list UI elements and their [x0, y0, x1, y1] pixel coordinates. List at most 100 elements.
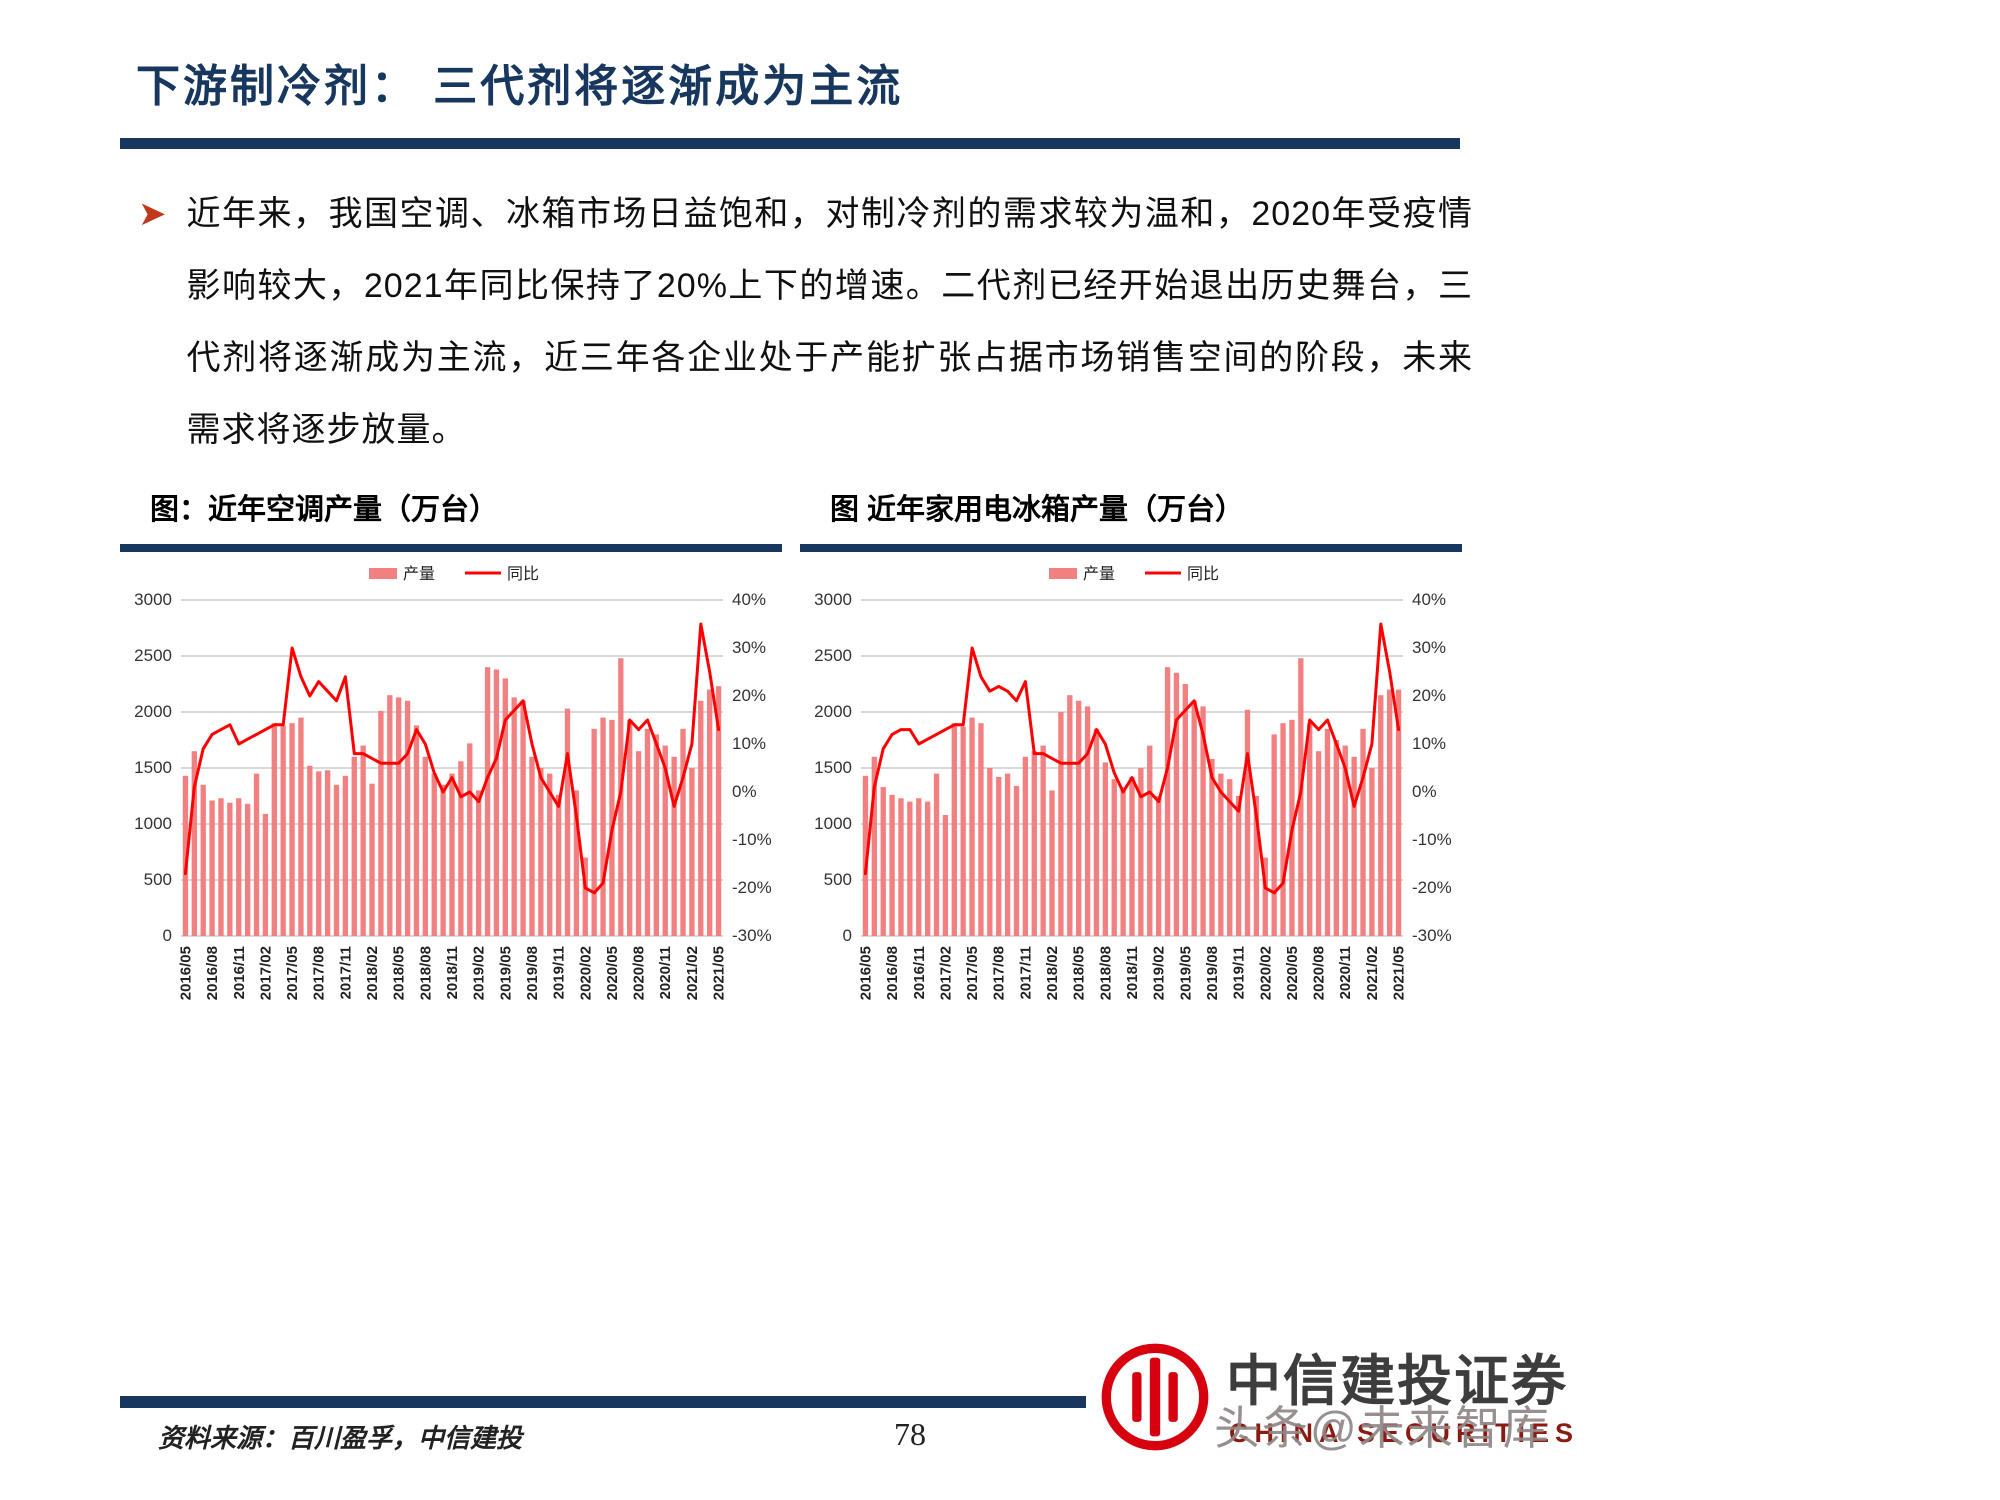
svg-text:2021/05: 2021/05 — [711, 946, 728, 1000]
production-bars — [862, 658, 1402, 936]
svg-text:-20%: -20% — [732, 878, 772, 897]
source-note: 资料来源：百川盈孚，中信建投 — [158, 1424, 523, 1453]
title-divider — [120, 138, 1460, 149]
footer-divider — [120, 1396, 1086, 1408]
svg-text:2018/02: 2018/02 — [1044, 946, 1061, 1000]
svg-text:0%: 0% — [732, 782, 757, 801]
air-conditioner-figure: 图：近年空调产量（万台） 0 500 1000 1500 2000 2500 3000 -30… — [120, 486, 782, 1028]
svg-text:40%: 40% — [1412, 590, 1446, 609]
svg-text:1000: 1000 — [814, 814, 852, 833]
svg-text:500: 500 — [824, 870, 852, 889]
fridge-figure-title: 图 近年家用电冰箱产量（万台） — [830, 494, 1245, 526]
svg-text:2018/08: 2018/08 — [417, 946, 434, 1000]
svg-text:2017/11: 2017/11 — [337, 946, 354, 999]
production-bars — [182, 658, 722, 936]
svg-text:2000: 2000 — [134, 702, 172, 721]
svg-text:30%: 30% — [1412, 638, 1446, 657]
svg-text:20%: 20% — [1412, 686, 1446, 705]
svg-text:2021/02: 2021/02 — [1364, 946, 1381, 1000]
svg-text:20%: 20% — [732, 686, 766, 705]
svg-text:2019/08: 2019/08 — [1204, 946, 1221, 1000]
page-number: 78 — [894, 1416, 926, 1452]
svg-text:2017/08: 2017/08 — [311, 946, 328, 1000]
svg-text:2019/11: 2019/11 — [1231, 946, 1248, 999]
svg-text:2016/11: 2016/11 — [231, 946, 248, 999]
yoy-line — [863, 622, 1401, 895]
svg-text:-30%: -30% — [732, 926, 772, 945]
svg-text:2020/02: 2020/02 — [1257, 946, 1274, 1000]
svg-text:2500: 2500 — [134, 646, 172, 665]
svg-text:0: 0 — [163, 926, 172, 945]
svg-text:2020/02: 2020/02 — [577, 946, 594, 1000]
air-conditioner-chart: 0 500 1000 1500 2000 2500 3000 -30% -20% -10% 0% 10… — [120, 556, 782, 1028]
svg-text:2021/05: 2021/05 — [1391, 946, 1408, 1000]
svg-text:同比: 同比 — [507, 565, 539, 583]
svg-text:2016/08: 2016/08 — [884, 946, 901, 1000]
svg-text:1000: 1000 — [134, 814, 172, 833]
svg-text:3000: 3000 — [814, 590, 852, 609]
bullet-arrow-icon: ➤ — [138, 195, 167, 233]
svg-text:-30%: -30% — [1412, 926, 1452, 945]
refrigerator-chart: 0 500 1000 1500 2000 2500 3000 -30% -20% -10% 0% 10… — [800, 556, 1462, 1028]
svg-text:2500: 2500 — [814, 646, 852, 665]
svg-text:0%: 0% — [1412, 782, 1437, 801]
svg-text:2018/08: 2018/08 — [1097, 946, 1114, 1000]
svg-text:30%: 30% — [732, 638, 766, 657]
svg-text:同比: 同比 — [1187, 565, 1219, 583]
svg-text:2019/05: 2019/05 — [1177, 946, 1194, 1000]
svg-text:2017/02: 2017/02 — [257, 946, 274, 1000]
svg-text:2020/05: 2020/05 — [1284, 946, 1301, 1000]
bullet-block: ➤ 近年来，我国空调、冰箱市场日益饱和，对制冷剂的需求较为温和，2020年受疫情… — [138, 178, 1473, 466]
svg-text:2016/11: 2016/11 — [911, 946, 928, 999]
company-name-cn: 中信建投证券 — [1226, 1350, 1569, 1412]
fridge-figure-divider — [800, 544, 1462, 552]
svg-text:2017/02: 2017/02 — [937, 946, 954, 1000]
svg-text:2018/11: 2018/11 — [444, 946, 461, 999]
refrigerator-figure: 图 近年家用电冰箱产量（万台） 0 500 1000 1500 2000 2500 3000… — [800, 486, 1462, 1028]
svg-text:2000: 2000 — [814, 702, 852, 721]
svg-text:2018/05: 2018/05 — [391, 946, 408, 1000]
company-logo-block: 中信建投证券 CHINA SECURITIES 头条@未来智库 — [1098, 1332, 1718, 1497]
svg-text:10%: 10% — [732, 734, 766, 753]
svg-text:2017/05: 2017/05 — [284, 946, 301, 1000]
svg-text:2017/11: 2017/11 — [1017, 946, 1034, 999]
svg-text:-10%: -10% — [1412, 830, 1452, 849]
svg-text:2017/05: 2017/05 — [964, 946, 981, 1000]
watermark-text: 头条@未来智库 — [1214, 1402, 1551, 1454]
svg-text:2019/02: 2019/02 — [1151, 946, 1168, 1000]
svg-text:1500: 1500 — [134, 758, 172, 777]
ac-figure-title: 图：近年空调产量（万台） — [150, 494, 499, 526]
ac-figure-divider — [120, 544, 782, 552]
svg-text:3000: 3000 — [134, 590, 172, 609]
svg-text:-10%: -10% — [732, 830, 772, 849]
svg-text:2019/08: 2019/08 — [524, 946, 541, 1000]
svg-text:500: 500 — [144, 870, 172, 889]
svg-text:2018/05: 2018/05 — [1071, 946, 1088, 1000]
company-name-en: CHINA SECURITIES — [1229, 1418, 1580, 1448]
svg-text:2020/08: 2020/08 — [1311, 946, 1328, 1000]
svg-text:2020/11: 2020/11 — [657, 946, 674, 999]
legend-bar-swatch — [1049, 568, 1077, 579]
svg-text:2021/02: 2021/02 — [684, 946, 701, 1000]
yoy-line — [183, 622, 721, 895]
svg-text:2020/11: 2020/11 — [1337, 946, 1354, 999]
svg-text:0: 0 — [843, 926, 852, 945]
svg-text:产量: 产量 — [1083, 565, 1115, 583]
svg-text:2017/08: 2017/08 — [991, 946, 1008, 1000]
svg-text:2018/11: 2018/11 — [1124, 946, 1141, 999]
svg-text:2016/08: 2016/08 — [204, 946, 221, 1000]
company-logo-icon — [1101, 1343, 1209, 1451]
page-title: 下游制冷剂： 三代剂将逐渐成为主流 — [136, 62, 904, 111]
svg-text:2019/11: 2019/11 — [551, 946, 568, 999]
svg-text:2019/05: 2019/05 — [497, 946, 514, 1000]
svg-text:1500: 1500 — [814, 758, 852, 777]
svg-text:2016/05: 2016/05 — [857, 946, 874, 1000]
legend-bar-swatch — [369, 568, 397, 579]
svg-text:2020/08: 2020/08 — [631, 946, 648, 1000]
svg-text:10%: 10% — [1412, 734, 1446, 753]
svg-text:2016/05: 2016/05 — [177, 946, 194, 1000]
bullet-text: 近年来，我国空调、冰箱市场日益饱和，对制冷剂的需求较为温和，2020年受疫情影响… — [186, 195, 1473, 449]
svg-text:40%: 40% — [732, 590, 766, 609]
svg-text:2020/05: 2020/05 — [604, 946, 621, 1000]
